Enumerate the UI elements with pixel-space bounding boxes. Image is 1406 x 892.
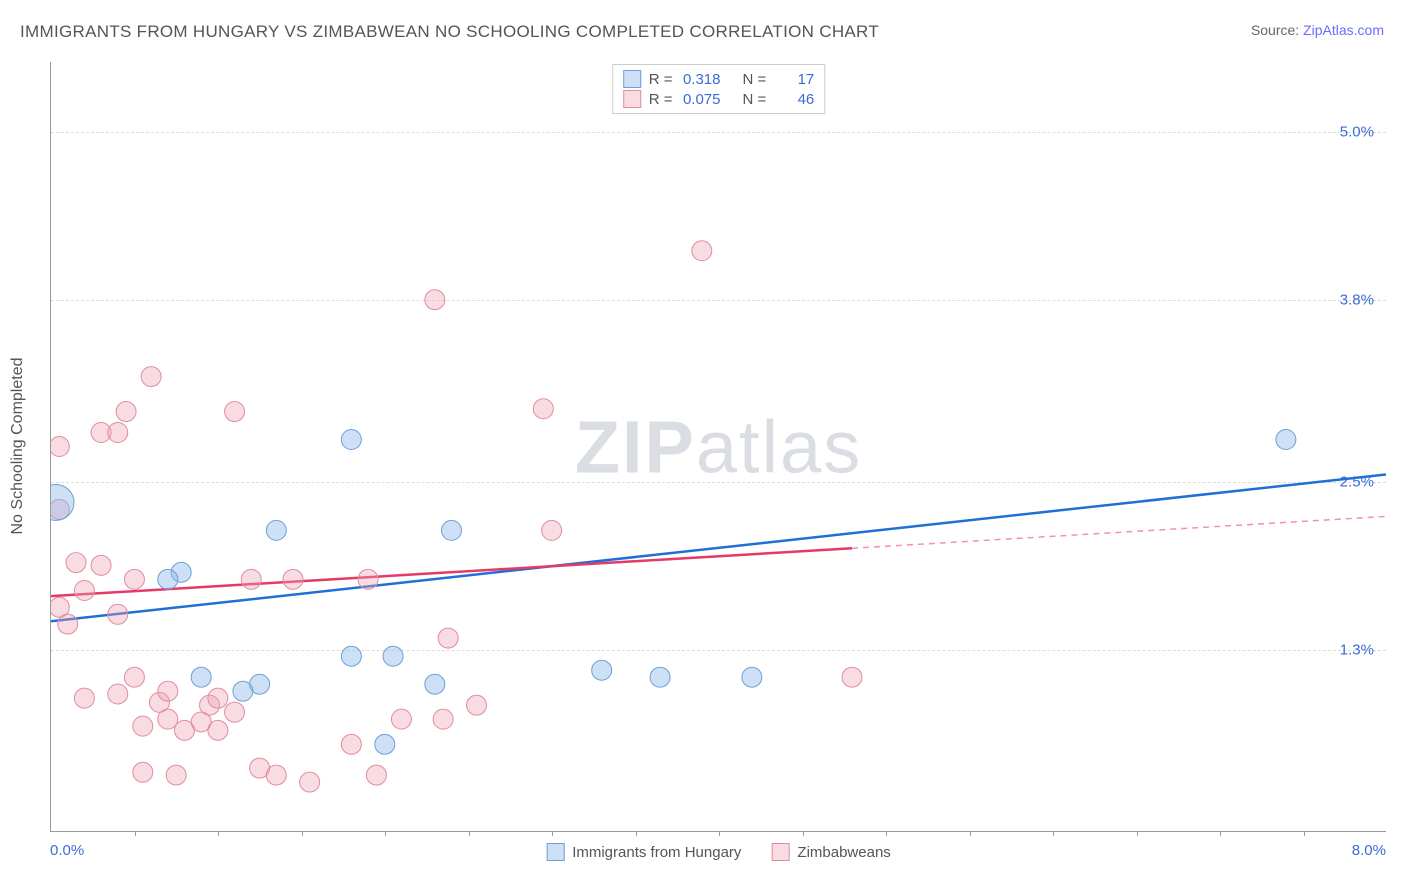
scatter-point <box>225 702 245 722</box>
scatter-point <box>391 709 411 729</box>
scatter-point <box>442 520 462 540</box>
scatter-point <box>166 765 186 785</box>
scatter-point <box>108 604 128 624</box>
x-axis-max-label: 8.0% <box>1352 842 1386 859</box>
legend-label-hungary: Immigrants from Hungary <box>572 844 741 861</box>
scatter-point <box>341 430 361 450</box>
legend-swatch-zimbabwe-icon <box>771 843 789 861</box>
scatter-point <box>116 402 136 422</box>
x-tick <box>1053 831 1054 836</box>
scatter-point <box>300 772 320 792</box>
scatter-point <box>225 402 245 422</box>
scatter-point <box>191 667 211 687</box>
legend-n-label: N = <box>743 91 767 108</box>
scatter-point <box>108 423 128 443</box>
scatter-point <box>208 688 228 708</box>
x-tick <box>1220 831 1221 836</box>
scatter-point <box>383 646 403 666</box>
scatter-point <box>438 628 458 648</box>
legend-label-zimbabwe: Zimbabweans <box>797 844 890 861</box>
source-link[interactable]: ZipAtlas.com <box>1303 22 1384 38</box>
legend-swatch-hungary <box>623 70 641 88</box>
scatter-point <box>592 660 612 680</box>
scatter-point <box>266 765 286 785</box>
scatter-point <box>266 520 286 540</box>
x-tick <box>135 831 136 836</box>
scatter-point <box>1276 430 1296 450</box>
legend-bottom-item-hungary: Immigrants from Hungary <box>546 843 741 861</box>
source-prefix: Source: <box>1251 22 1303 38</box>
x-axis-min-label: 0.0% <box>50 842 84 859</box>
scatter-point <box>124 667 144 687</box>
scatter-point <box>74 688 94 708</box>
scatter-point <box>51 484 74 520</box>
x-tick <box>552 831 553 836</box>
x-tick <box>469 831 470 836</box>
scatter-point <box>650 667 670 687</box>
scatter-point <box>108 684 128 704</box>
scatter-point <box>358 569 378 589</box>
scatter-point <box>158 681 178 701</box>
x-tick <box>1137 831 1138 836</box>
scatter-point <box>742 667 762 687</box>
scatter-point <box>91 555 111 575</box>
scatter-point <box>283 569 303 589</box>
source-label: Source: ZipAtlas.com <box>1251 22 1384 38</box>
x-tick <box>385 831 386 836</box>
scatter-point <box>74 581 94 601</box>
legend-bottom: Immigrants from Hungary Zimbabweans <box>546 843 891 861</box>
chart-title: IMMIGRANTS FROM HUNGARY VS ZIMBABWEAN NO… <box>20 22 879 42</box>
scatter-point <box>133 762 153 782</box>
scatter-point <box>241 569 261 589</box>
y-axis-title: No Schooling Completed <box>9 358 27 535</box>
scatter-point <box>533 399 553 419</box>
x-tick <box>886 831 887 836</box>
legend-n-label: N = <box>743 71 767 88</box>
x-tick <box>719 831 720 836</box>
x-tick <box>803 831 804 836</box>
scatter-point <box>133 716 153 736</box>
legend-r-label: R = <box>649 91 673 108</box>
legend-bottom-item-zimbabwe: Zimbabweans <box>771 843 890 861</box>
scatter-point <box>66 553 86 573</box>
scatter-point <box>141 367 161 387</box>
scatter-point <box>233 681 253 701</box>
scatter-point <box>51 437 69 457</box>
legend-r-value-hungary: 0.318 <box>681 71 721 88</box>
scatter-point <box>467 695 487 715</box>
x-tick <box>1304 831 1305 836</box>
scatter-point <box>375 734 395 754</box>
scatter-point <box>341 734 361 754</box>
scatter-point <box>158 709 178 729</box>
x-tick <box>970 831 971 836</box>
scatter-point <box>158 569 178 589</box>
scatter-point <box>433 709 453 729</box>
legend-top-row: R = 0.318 N = 17 <box>623 69 815 89</box>
legend-top: R = 0.318 N = 17 R = 0.075 N = 46 <box>612 64 826 114</box>
scatter-point <box>366 765 386 785</box>
plot-area: ZIPatlas R = 0.318 N = 17 R = 0.075 N = … <box>50 62 1386 832</box>
legend-r-label: R = <box>649 71 673 88</box>
scatter-point <box>425 674 445 694</box>
scatter-point <box>208 720 228 740</box>
x-tick <box>302 831 303 836</box>
scatter-point <box>842 667 862 687</box>
scatter-point <box>425 290 445 310</box>
scatter-point <box>692 241 712 261</box>
x-tick <box>636 831 637 836</box>
legend-top-row: R = 0.075 N = 46 <box>623 89 815 109</box>
scatter-point <box>124 569 144 589</box>
legend-n-value-zimbabwe: 46 <box>774 91 814 108</box>
scatter-point <box>341 646 361 666</box>
scatter-point <box>542 520 562 540</box>
x-tick <box>218 831 219 836</box>
scatter-points-svg <box>51 62 1386 831</box>
legend-swatch-zimbabwe <box>623 90 641 108</box>
scatter-point <box>58 614 78 634</box>
legend-n-value-hungary: 17 <box>774 71 814 88</box>
legend-r-value-zimbabwe: 0.075 <box>681 91 721 108</box>
legend-swatch-hungary-icon <box>546 843 564 861</box>
